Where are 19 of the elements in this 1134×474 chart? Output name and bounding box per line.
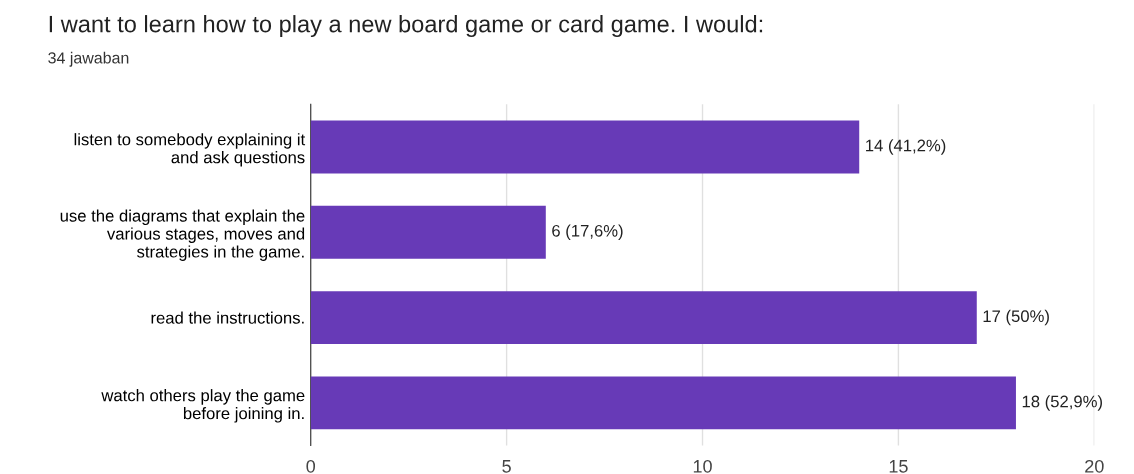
y-tick-label: listen to somebody explaining it and ask questions [74,133,306,167]
x-tick-label: 5 [502,460,511,473]
text: 34 jawaban [48,51,129,67]
data-label: 18 (52,9%) [1022,395,1102,411]
bar [310,205,546,259]
bar [310,291,977,345]
data-label: 14 (41,2%) [866,139,946,155]
x-tick-label: 20 [1085,459,1104,473]
data-label: 17 (50%) [983,309,1049,326]
bar [310,376,1016,430]
x-tick-label: 15 [889,460,908,473]
bar [310,120,860,174]
chart-title: I want to learn how to play a new board game or card game. I would: [49,15,763,38]
y-tick-label: use the diagrams that explain the various stages, moves and strategies in the game. [60,209,305,261]
y-tick-label: read the instructions. [151,311,304,324]
y-tick-label: watch others play the game before joining in. [101,389,305,423]
x-tick-label: 0 [306,459,316,473]
x-tick-label: 10 [693,459,712,473]
data-label: 6 (17,6%) [552,224,623,241]
